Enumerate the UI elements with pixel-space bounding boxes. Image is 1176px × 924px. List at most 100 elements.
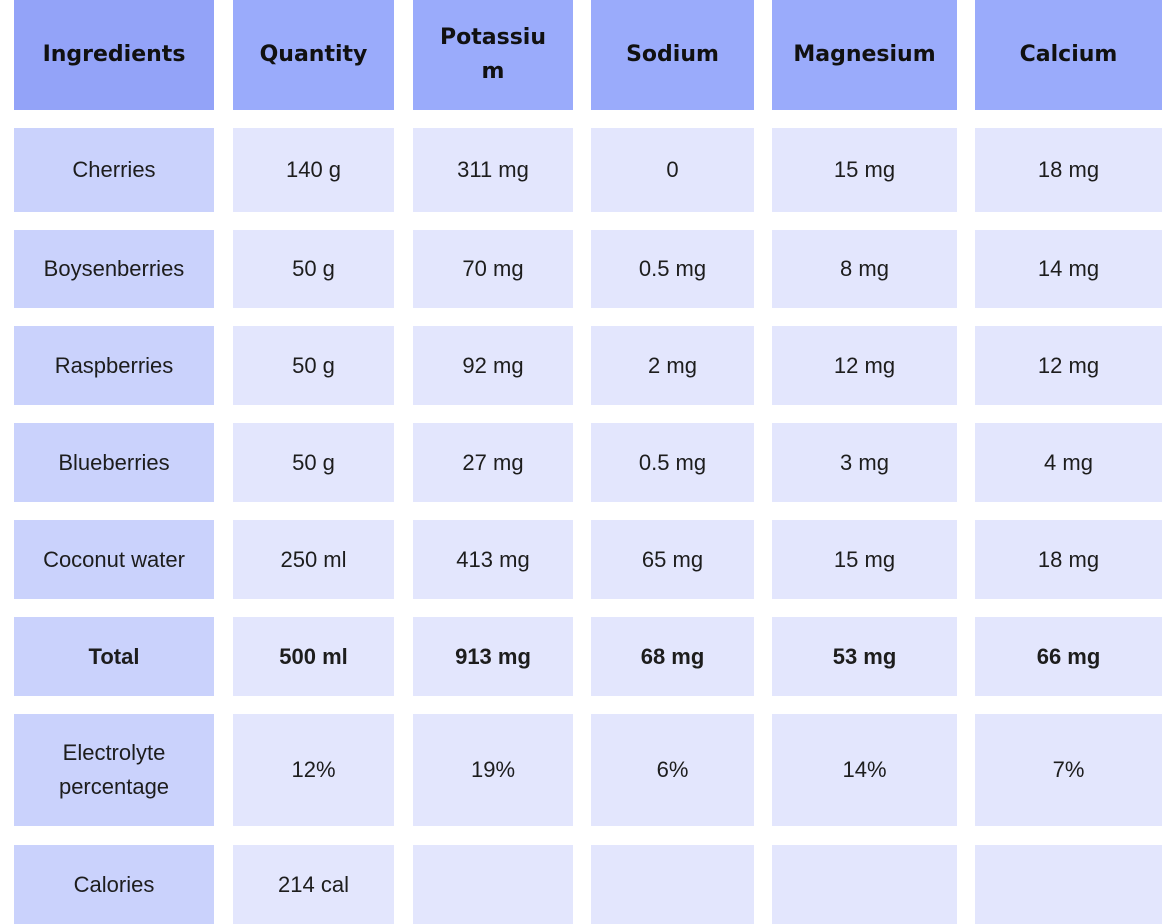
table-cell: 15 mg [772, 128, 957, 212]
cell-text: 12 mg [833, 352, 896, 378]
table-cell: 50 g [233, 326, 394, 405]
table-cell: 66 mg [975, 617, 1162, 696]
empty-cell [591, 845, 754, 924]
table-cell: 0.5 mg [591, 230, 754, 308]
cell-text: 214 cal [278, 871, 349, 897]
cell-text: 7% [1052, 757, 1085, 782]
cell-text: 500 ml [279, 643, 348, 669]
empty-cell [772, 845, 957, 924]
cell-text: 18 mg [1037, 157, 1100, 182]
table-cell: 19% [413, 714, 573, 826]
cell-text: Quantity [259, 42, 368, 67]
table-cell: 15 mg [772, 520, 957, 599]
cell-text: 92 mg [462, 352, 524, 378]
table-cell: 311 mg [413, 128, 573, 212]
cell-text: Raspberries [54, 352, 174, 378]
table-cell: 8 mg [772, 230, 957, 308]
cell-text: Boysenberries [43, 256, 185, 281]
cell-text: 65 mg [641, 546, 704, 572]
cell-text: Blueberries [58, 449, 170, 475]
table-cell: Total [14, 617, 214, 696]
table-cell: Cherries [14, 128, 214, 212]
cell-text: 18 mg [1037, 546, 1100, 572]
cell-text: 4 mg [1044, 449, 1093, 475]
cell-text: 250 ml [280, 546, 347, 572]
table-cell: 140 g [233, 128, 394, 212]
table-cell: 53 mg [772, 617, 957, 696]
cell-text: 68 mg [640, 643, 705, 669]
header-cell: Quantity [233, 0, 394, 110]
table-cell: 0 [591, 128, 754, 212]
table-cell: Boysenberries [14, 230, 214, 308]
cell-text: 50 g [292, 256, 335, 281]
cell-text: 53 mg [832, 643, 897, 669]
cell-text: 15 mg [833, 157, 896, 182]
cell-text: Electrolyte percentage [58, 740, 170, 799]
table-cell: 12 mg [975, 326, 1162, 405]
table-cell: 0.5 mg [591, 423, 754, 502]
header-cell: Ingredients [14, 0, 214, 110]
table-cell: 92 mg [413, 326, 573, 405]
table-cell: 65 mg [591, 520, 754, 599]
table-cell: 50 g [233, 423, 394, 502]
table-cell: Calories [14, 845, 214, 924]
cell-text: 14 mg [1037, 256, 1100, 281]
table-cell: 913 mg [413, 617, 573, 696]
table-cell: 27 mg [413, 423, 573, 502]
cell-text: 3 mg [840, 449, 889, 475]
cell-text: 140 g [285, 157, 342, 182]
cell-text: 66 mg [1036, 643, 1101, 669]
cell-text: 12% [291, 757, 336, 782]
empty-cell [975, 845, 1162, 924]
cell-text: 913 mg [455, 643, 531, 669]
cell-text: 2 mg [648, 352, 697, 378]
cell-text: Ingredients [42, 42, 186, 67]
table-cell: 50 g [233, 230, 394, 308]
cell-text: 413 mg [456, 546, 530, 572]
cell-text: 15 mg [833, 546, 896, 572]
table-cell: 14% [772, 714, 957, 826]
table-cell: 2 mg [591, 326, 754, 405]
cell-text: Magnesium [793, 42, 936, 67]
table-cell: 18 mg [975, 128, 1162, 212]
table-cell: 12 mg [772, 326, 957, 405]
table-cell: Electrolyte percentage [14, 714, 214, 826]
table-cell: 413 mg [413, 520, 573, 599]
header-cell: Calcium [975, 0, 1162, 110]
table-cell: 250 ml [233, 520, 394, 599]
table-cell: Blueberries [14, 423, 214, 502]
header-cell: Magnesium [772, 0, 957, 110]
cell-text: Calcium [1019, 42, 1118, 67]
table-cell: 4 mg [975, 423, 1162, 502]
cell-text: Total [88, 643, 140, 669]
table-cell: Raspberries [14, 326, 214, 405]
cell-text: 8 mg [840, 256, 889, 281]
table-cell: 12% [233, 714, 394, 826]
header-cell: Sodium [591, 0, 754, 110]
cell-text: 27 mg [462, 449, 524, 475]
cell-text: Cherries [72, 157, 156, 182]
table-cell: 3 mg [772, 423, 957, 502]
cell-text: 50 g [292, 449, 335, 475]
table-cell: Coconut water [14, 520, 214, 599]
cell-text: 0.5 mg [638, 449, 707, 475]
cell-text: Sodium [626, 42, 719, 67]
table-cell: 18 mg [975, 520, 1162, 599]
cell-text: 311 mg [457, 157, 529, 182]
cell-text: 0 [666, 157, 679, 182]
table-cell: 500 ml [233, 617, 394, 696]
cell-text: Calories [73, 871, 155, 897]
cell-text: 70 mg [462, 256, 524, 281]
cell-text: Potassium [440, 25, 546, 84]
cell-text: 19% [470, 757, 516, 782]
empty-cell [413, 845, 573, 924]
table-cell: 70 mg [413, 230, 573, 308]
table-cell: 7% [975, 714, 1162, 826]
table-cell: 214 cal [233, 845, 394, 924]
table-cell: 6% [591, 714, 754, 826]
table-cell: 14 mg [975, 230, 1162, 308]
cell-text: Coconut water [43, 546, 185, 572]
cell-text: 50 g [292, 352, 335, 378]
header-cell: Potassium [413, 0, 573, 110]
